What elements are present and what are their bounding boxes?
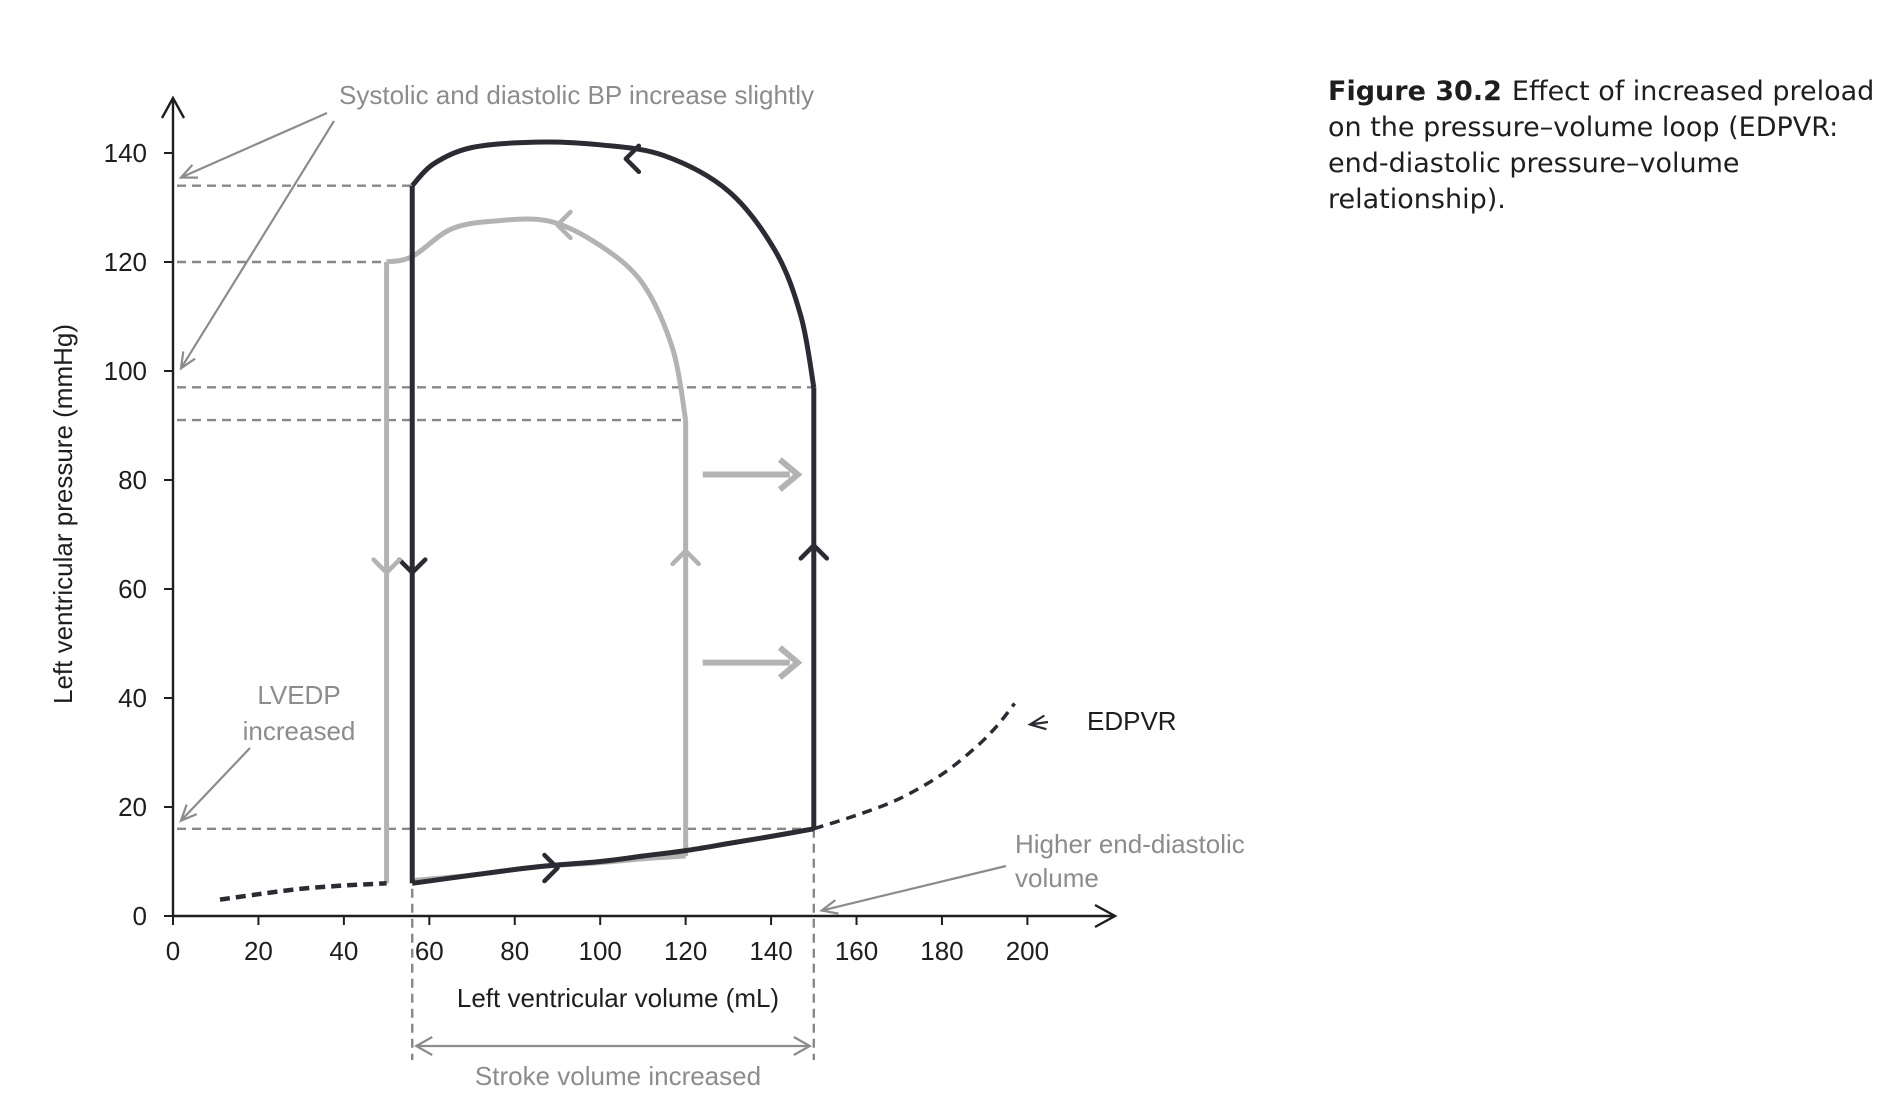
x-tick-label-40: 40 [329, 936, 358, 966]
stroke-volume-bracket-right-head [793, 1036, 813, 1056]
bp-pointer-systolic [180, 111, 328, 179]
increased-loop-up-chevron [798, 543, 830, 561]
baseline-loop-up-chevron [670, 548, 701, 567]
increased-loop-top-chevron [623, 143, 642, 175]
y-axis-title: Left ventricular pressure (mmHg) [48, 324, 78, 704]
y-tick-label-0: 0 [133, 901, 147, 931]
x-axis-title: Left ventricular volume (mL) [457, 983, 779, 1013]
bp-pointer-diastolic-head [179, 351, 196, 371]
stroke-volume-annotation: Stroke volume increased [475, 1061, 761, 1091]
lvedp-pointer [180, 747, 251, 822]
increased-loop-filling [411, 826, 815, 886]
baseline-loop-down-chevron [371, 557, 402, 575]
y-tick-label-40: 40 [118, 683, 147, 713]
edpvr-pointer [1029, 720, 1049, 726]
edv-pointer [821, 864, 1007, 912]
figure-caption: Figure 30.2 Effect of increased preload o… [1328, 74, 1888, 218]
figure-caption-text: Effect of increased preload on the press… [1328, 76, 1875, 215]
lvedp-annotation-line2: increased [243, 716, 356, 746]
bp-pointer-systolic-head [178, 164, 199, 179]
y-tick-label-100: 100 [104, 356, 147, 386]
x-tick-label-20: 20 [244, 936, 273, 966]
x-tick-label-140: 140 [749, 936, 792, 966]
x-axis-arrowhead [1094, 903, 1118, 929]
baseline-loop-ejection [386, 216, 689, 421]
y-axis-arrowhead [160, 95, 186, 119]
x-tick-label-120: 120 [664, 936, 707, 966]
edv-annotation-line2: volume [1015, 863, 1099, 893]
increased-loop-ejection [410, 139, 817, 388]
bp-annotation: Systolic and diastolic BP increase sligh… [339, 80, 814, 110]
figure-label: Figure 30.2 [1328, 76, 1502, 107]
edpvr-curve-low [219, 881, 387, 902]
shift-arrow-upper-head [777, 457, 803, 492]
x-tick-label-0: 0 [166, 936, 180, 966]
edpvr-label: EDPVR [1087, 706, 1177, 736]
shift-arrow-lower-head [777, 645, 803, 680]
x-tick-label-80: 80 [500, 936, 529, 966]
increased-loop-bottom-chevron [542, 852, 560, 884]
edpvr-pointer-head [1027, 714, 1047, 731]
y-tick-label-60: 60 [118, 574, 147, 604]
x-tick-label-100: 100 [579, 936, 622, 966]
x-tick-label-60: 60 [415, 936, 444, 966]
y-tick-label-20: 20 [118, 792, 147, 822]
x-tick-label-160: 160 [835, 936, 878, 966]
x-tick-label-180: 180 [920, 936, 963, 966]
increased-loop-down-chevron [396, 557, 428, 575]
lvedp-pointer-head [179, 804, 198, 823]
stroke-volume-bracket-left-head [413, 1036, 433, 1056]
edv-annotation-line1: Higher end-diastolic [1015, 829, 1245, 859]
y-tick-label-140: 140 [104, 138, 147, 168]
baseline-loop-top-chevron [555, 209, 573, 241]
y-tick-label-80: 80 [118, 465, 147, 495]
bp-pointer-diastolic [180, 120, 335, 369]
edv-pointer-head [819, 899, 839, 915]
y-tick-label-120: 120 [104, 247, 147, 277]
lvedp-annotation-line1: LVEDP [257, 680, 340, 710]
edpvr-curve-high [813, 702, 1016, 831]
x-tick-label-200: 200 [1006, 936, 1049, 966]
